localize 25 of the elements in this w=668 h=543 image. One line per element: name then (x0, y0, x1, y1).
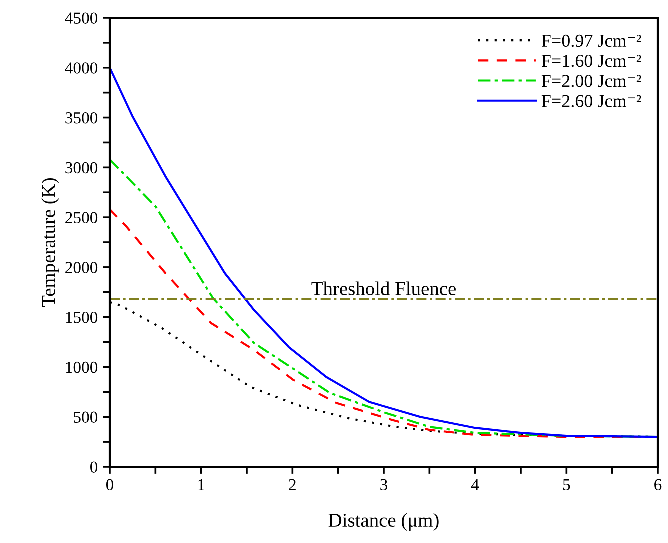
x-axis-title: Distance (μm) (328, 513, 439, 532)
x-tick-label: 0 (106, 479, 114, 491)
ref-line-label: Threshold Fluence (312, 282, 456, 296)
y-tick-label: 4000 (65, 62, 98, 74)
y-tick-label: 3000 (66, 162, 98, 174)
x-tick-label: 5 (563, 479, 570, 491)
x-tick-label: 6 (654, 479, 662, 491)
y-tick-label: 0 (90, 462, 98, 473)
y-axis-title: Temperature (K) (42, 178, 60, 308)
y-tick-label: 4500 (65, 12, 98, 24)
y-tick-label: 1000 (66, 362, 98, 374)
x-tick-label: 3 (380, 479, 388, 491)
y-tick-label: 2000 (66, 262, 98, 274)
legend-label: F=2.60 Jcm⁻² (542, 95, 642, 108)
y-tick-label: 1500 (66, 312, 98, 324)
y-tick-label: 500 (74, 412, 98, 424)
legend-label: F=0.97 Jcm⁻² (542, 34, 642, 48)
x-tick-label: 4 (471, 479, 480, 490)
x-tick-label: 2 (289, 479, 296, 490)
x-tick-label: 1 (198, 479, 204, 490)
legend-label: F=1.60 Jcm⁻² (542, 54, 642, 68)
y-tick-label: 3500 (66, 112, 98, 124)
line-series (110, 66, 658, 438)
y-tick-label: 2500 (66, 212, 98, 224)
legend-label: F=2.00 Jcm⁻² (542, 75, 642, 88)
